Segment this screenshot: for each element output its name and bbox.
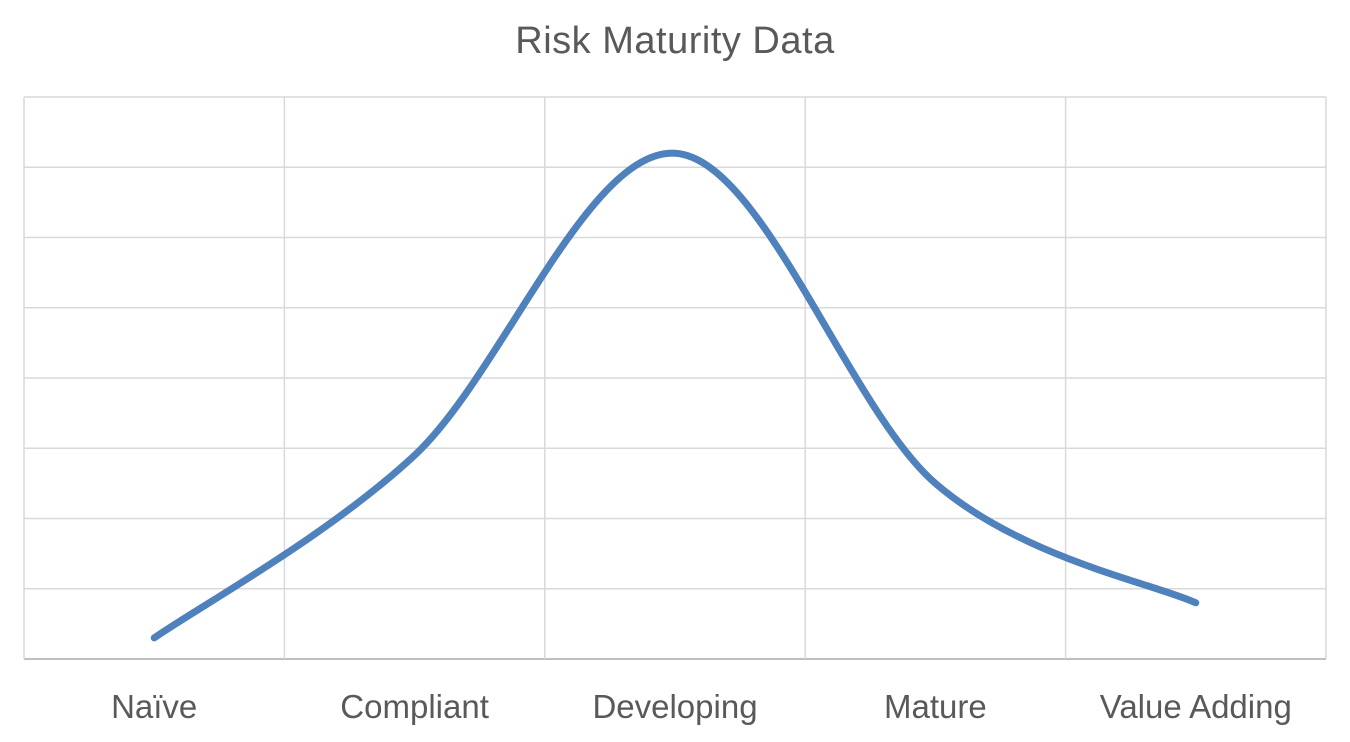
- x-tick-label: Mature: [884, 688, 987, 725]
- grid-layer: [23, 96, 1327, 660]
- x-tick-label: Developing: [592, 688, 757, 725]
- x-tick-label: Value Adding: [1100, 688, 1292, 725]
- series-layer: [150, 149, 1200, 642]
- series-line-0: [150, 149, 1200, 642]
- x-tick-label: Naïve: [111, 688, 197, 725]
- x-tick-label: Compliant: [340, 688, 489, 725]
- label-layer: Naïve Compliant Developing Mature Value Addi…: [111, 688, 1292, 725]
- chart-title: Risk Maturity Data: [515, 20, 835, 62]
